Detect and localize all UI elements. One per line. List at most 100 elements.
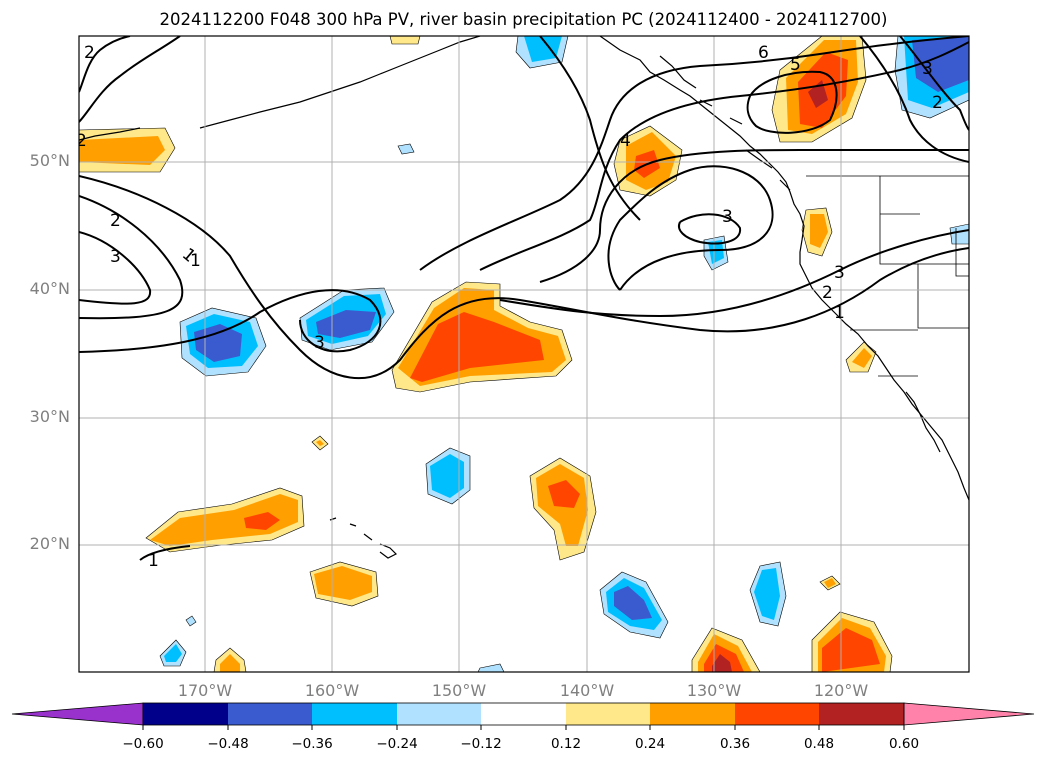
country-borders	[806, 175, 969, 377]
contour-label: 1	[190, 251, 201, 271]
lon-label: 140°W	[559, 681, 615, 700]
anomaly-negative-hawaii-n	[425, 447, 471, 505]
coastlines	[79, 36, 969, 559]
anomaly-shading	[614, 586, 652, 620]
contour-label: 4	[620, 131, 631, 151]
contour-label: 3	[922, 59, 933, 79]
contour-label: 6	[758, 43, 769, 63]
colorbar-label: 0.36	[719, 736, 751, 752]
contour-label: 3	[722, 207, 733, 227]
anomaly-shading	[430, 454, 464, 498]
contour-label: 2	[76, 131, 87, 151]
anomaly-shading	[410, 312, 544, 382]
anomaly-negative-southeast	[749, 561, 787, 627]
colorbar-label: −0.24	[376, 736, 418, 752]
page-title: 2024112200 F048 300 hPa PV, river basin …	[159, 10, 888, 29]
anomaly-shading	[477, 663, 505, 672]
map-frame	[78, 35, 970, 673]
lat-label: 40°N	[29, 279, 70, 298]
anomaly-positive-south-east1	[691, 627, 761, 672]
anomaly-shading	[389, 36, 421, 45]
anomaly-negative-south	[599, 571, 669, 639]
anomaly-shading	[316, 310, 376, 338]
colorbar-ticks	[142, 725, 905, 730]
contour-label: 5	[790, 55, 801, 75]
contour-labels: 1 2 3 1 2 3 2 4 3 6 5 3 2 3 2 1 1	[76, 43, 943, 571]
anomaly-shading	[397, 143, 415, 155]
contour-label: 2	[84, 43, 95, 63]
anomaly-small-patches	[159, 36, 969, 672]
anomaly-shading	[548, 480, 580, 508]
colorbar-extend-min	[11, 702, 144, 726]
colorbar-label: −0.48	[207, 736, 249, 752]
anomaly-shading	[314, 566, 372, 600]
colorbar-label: −0.60	[122, 736, 164, 752]
anomaly-shading	[185, 615, 197, 627]
anomaly-shading	[949, 223, 969, 245]
anomaly-negative-dateline	[179, 307, 267, 377]
colorbar-label: −0.36	[291, 736, 333, 752]
lat-label: 20°N	[29, 534, 70, 553]
colorbar-segment	[735, 703, 819, 725]
colorbar-segment	[228, 703, 312, 725]
contour-label: 1	[834, 303, 845, 323]
contour-label: 2	[110, 211, 121, 231]
colorbar-segment	[819, 703, 904, 725]
colorbar-label: 0.12	[550, 736, 582, 752]
contour-label: 2	[932, 93, 943, 113]
anomaly-shading	[754, 568, 780, 620]
lon-label: 150°W	[431, 681, 487, 700]
colorbar-segment	[143, 703, 228, 725]
anomaly-shading	[164, 644, 182, 662]
lat-label: 30°N	[29, 407, 70, 426]
lon-label: 160°W	[304, 681, 360, 700]
contour-label: 3	[834, 263, 845, 283]
anomaly-positive-small	[311, 435, 329, 451]
colorbar-extend-max	[903, 702, 1035, 726]
anomaly-positive-central	[391, 281, 573, 393]
anomaly-shading	[824, 578, 836, 588]
colorbar-segment	[566, 703, 650, 725]
lon-label: 120°W	[813, 681, 869, 700]
anomaly-positive-gulf	[613, 125, 683, 197]
anomaly-positive-nw	[79, 127, 176, 173]
colorbar	[11, 702, 1035, 730]
anomaly-shading	[708, 240, 724, 264]
pv-contours	[79, 36, 969, 561]
colorbar-label: 0.60	[888, 736, 920, 752]
precip-shading	[79, 36, 969, 672]
map-plot-area: 1 2 3 1 2 3 2 4 3 6 5 3 2 3 2 1 1	[76, 36, 969, 672]
anomaly-shading	[316, 440, 324, 446]
colorbar-segment	[312, 703, 397, 725]
colorbar-label: 0.24	[634, 736, 666, 752]
anomaly-shading	[852, 348, 872, 368]
colorbar-label: 0.48	[803, 736, 835, 752]
anomaly-shading	[220, 654, 240, 672]
anomaly-positive-subtropic	[529, 457, 597, 561]
anomaly-shading	[244, 512, 280, 530]
colorbar-segment	[397, 703, 481, 725]
anomaly-positive-south	[309, 561, 379, 607]
anomaly-shading	[822, 628, 880, 672]
anomaly-shading	[524, 36, 562, 62]
contour-label: 1	[148, 551, 159, 571]
anomaly-positive-band	[145, 487, 305, 553]
anomaly-negative-top	[515, 36, 569, 69]
anomaly-shading	[808, 80, 828, 108]
colorbar-segment	[481, 703, 566, 725]
colorbar-label: −0.12	[460, 736, 502, 752]
contour-label: 2	[822, 283, 833, 303]
gridlines	[79, 36, 969, 672]
colorbar-outline	[142, 702, 905, 726]
anomaly-positive-oregon	[801, 207, 833, 257]
contour-label: 3	[110, 247, 121, 267]
anomaly-shading	[150, 494, 298, 546]
anomaly-shading	[194, 324, 242, 362]
anomaly-negative-central	[299, 287, 395, 351]
lon-label: 130°W	[686, 681, 742, 700]
lon-label: 170°W	[177, 681, 233, 700]
anomaly-negative-offshore	[703, 235, 729, 271]
anomaly-shading	[79, 136, 165, 165]
